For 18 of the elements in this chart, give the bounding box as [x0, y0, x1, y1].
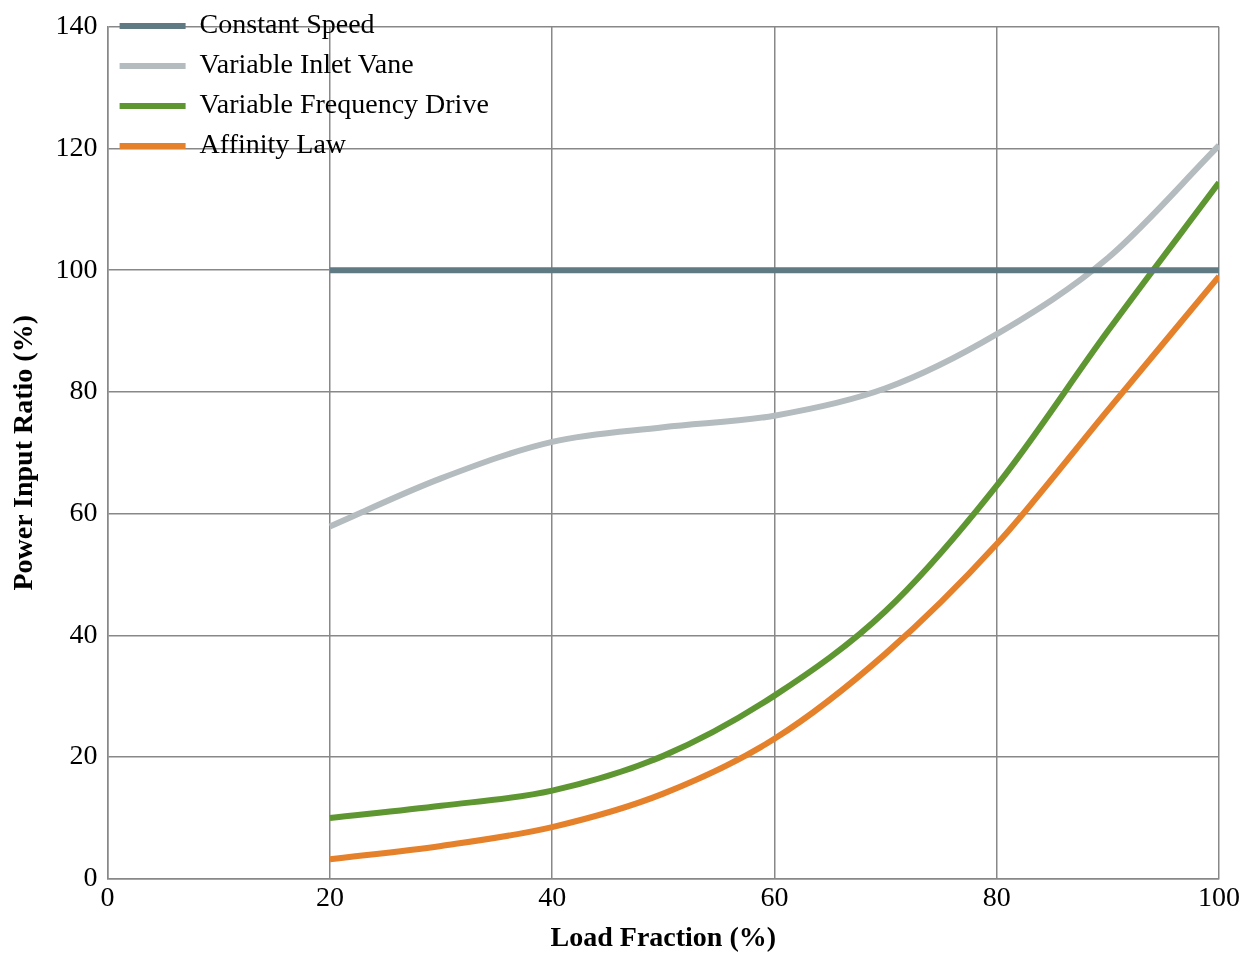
- y-tick-label: 120: [55, 130, 98, 162]
- x-tick-label: 40: [538, 880, 567, 912]
- legend-label: Constant Speed: [199, 8, 375, 40]
- x-tick-label: 80: [982, 880, 1011, 912]
- y-tick-label: 100: [55, 252, 98, 284]
- legend-label: Variable Frequency Drive: [199, 88, 489, 120]
- y-axis-title: Power Input Ratio (%): [7, 315, 39, 591]
- x-tick-label: 100: [1198, 880, 1240, 912]
- x-tick-label: 20: [315, 880, 344, 912]
- y-tick-label: 20: [69, 739, 98, 771]
- legend-label: Variable Inlet Vane: [199, 48, 414, 80]
- y-tick-label: 80: [69, 374, 98, 406]
- y-tick-label: 140: [55, 9, 98, 41]
- legend-label: Affinity Law: [199, 128, 347, 160]
- y-tick-label: 60: [69, 496, 98, 528]
- x-tick-label: 60: [760, 880, 789, 912]
- x-axis-title: Load Fraction (%): [550, 921, 777, 953]
- y-tick-label: 40: [69, 617, 98, 649]
